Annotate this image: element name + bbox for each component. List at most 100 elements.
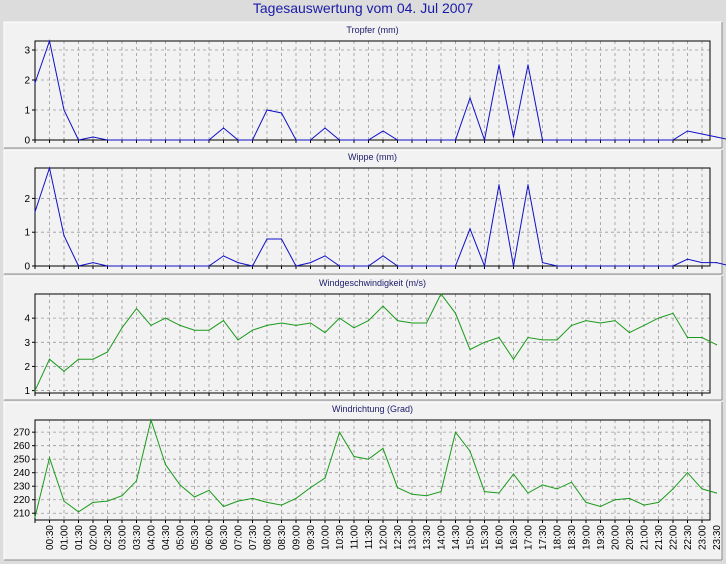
data-point — [193, 329, 196, 331]
data-point — [686, 472, 689, 474]
data-point — [701, 133, 703, 135]
data-point — [309, 487, 312, 489]
data-point — [483, 341, 486, 343]
data-point — [628, 139, 631, 141]
data-point — [425, 139, 428, 141]
x-tick-label: 07:00 — [234, 525, 245, 550]
x-tick-label: 08:00 — [263, 525, 274, 550]
x-tick-label: 15:00 — [466, 525, 477, 550]
data-point — [106, 265, 109, 267]
data-point — [48, 457, 51, 459]
data-point — [237, 139, 239, 141]
data-point — [34, 516, 36, 518]
data-point — [48, 40, 51, 42]
data-point — [121, 327, 123, 329]
data-point — [179, 484, 181, 486]
x-tick-label: 08:30 — [277, 525, 288, 550]
data-point — [411, 322, 413, 324]
data-point — [338, 265, 341, 267]
data-point — [92, 358, 94, 360]
data-point — [570, 324, 573, 326]
x-tick-label: 13:00 — [408, 525, 419, 550]
data-point — [135, 139, 138, 141]
x-tick-label: 05:00 — [176, 525, 187, 550]
data-point — [367, 139, 370, 141]
data-point — [599, 139, 602, 141]
chart-title: Tropfer (mm) — [346, 25, 398, 35]
x-tick-label: 22:30 — [683, 525, 694, 550]
data-point — [266, 324, 268, 326]
data-point — [135, 307, 138, 310]
data-point — [541, 339, 544, 341]
data-point — [251, 329, 254, 331]
data-point — [657, 501, 660, 503]
data-point — [164, 317, 167, 319]
chart-title: Windgeschwindigkeit (m/s) — [319, 278, 426, 288]
data-point — [382, 447, 384, 449]
data-point — [309, 262, 312, 264]
x-tick-label: 03:30 — [132, 525, 143, 550]
data-point — [63, 500, 65, 502]
panel-frame — [3, 149, 723, 275]
data-point — [483, 491, 486, 493]
data-point — [585, 265, 587, 267]
data-point — [686, 258, 689, 260]
x-tick-label: 07:30 — [248, 525, 259, 550]
y-tick-label: 220 — [13, 495, 30, 506]
data-point — [92, 136, 94, 138]
data-point — [570, 265, 573, 267]
x-tick-label: 23:00 — [698, 525, 709, 550]
data-point — [672, 312, 674, 314]
data-point — [527, 184, 529, 186]
plot-area — [34, 419, 711, 521]
x-tick-label: 09:30 — [306, 525, 317, 550]
data-point — [34, 82, 36, 84]
data-point — [643, 265, 645, 267]
x-tick-label: 02:00 — [89, 525, 100, 550]
data-point — [498, 336, 500, 339]
data-point — [570, 481, 573, 483]
data-point — [643, 504, 645, 506]
data-point — [34, 211, 36, 213]
data-point — [570, 139, 573, 141]
data-point — [309, 322, 312, 324]
data-point — [222, 127, 225, 129]
data-point — [121, 265, 123, 267]
chart-panel-4: Windrichtung (Grad) 210 220 230 240 250 260 270 — [3, 401, 723, 561]
x-tick-label: 00:30 — [45, 525, 56, 550]
data-point — [266, 501, 268, 503]
data-point — [382, 130, 384, 132]
data-point — [715, 492, 718, 494]
data-point — [280, 238, 283, 240]
plot-area — [34, 40, 711, 141]
x-tick-label: 11:00 — [350, 525, 361, 550]
data-point — [425, 495, 428, 497]
x-tick-label: 21:30 — [654, 525, 665, 550]
data-point — [295, 265, 297, 267]
data-point — [251, 497, 254, 499]
x-tick-label: 11:30 — [364, 525, 375, 550]
x-tick-label: 06:00 — [205, 525, 216, 550]
data-point — [77, 511, 80, 513]
data-point — [324, 332, 326, 334]
data-point — [295, 139, 297, 141]
data-point — [382, 255, 384, 257]
data-point — [150, 139, 152, 141]
data-point — [63, 370, 65, 372]
x-tick-label: 16:00 — [495, 525, 506, 550]
data-point — [396, 487, 399, 489]
data-point — [77, 265, 80, 267]
data-point — [338, 139, 341, 141]
panel-frame — [3, 401, 723, 561]
data-point — [715, 136, 718, 138]
data-point — [34, 390, 36, 392]
data-point — [498, 64, 500, 66]
data-point — [222, 505, 225, 508]
data-point — [92, 262, 94, 264]
x-tick-label: 06:30 — [219, 525, 230, 550]
data-point — [527, 336, 529, 339]
data-point — [411, 493, 413, 495]
data-point — [48, 358, 51, 360]
data-point — [193, 265, 196, 267]
data-point — [295, 497, 297, 499]
